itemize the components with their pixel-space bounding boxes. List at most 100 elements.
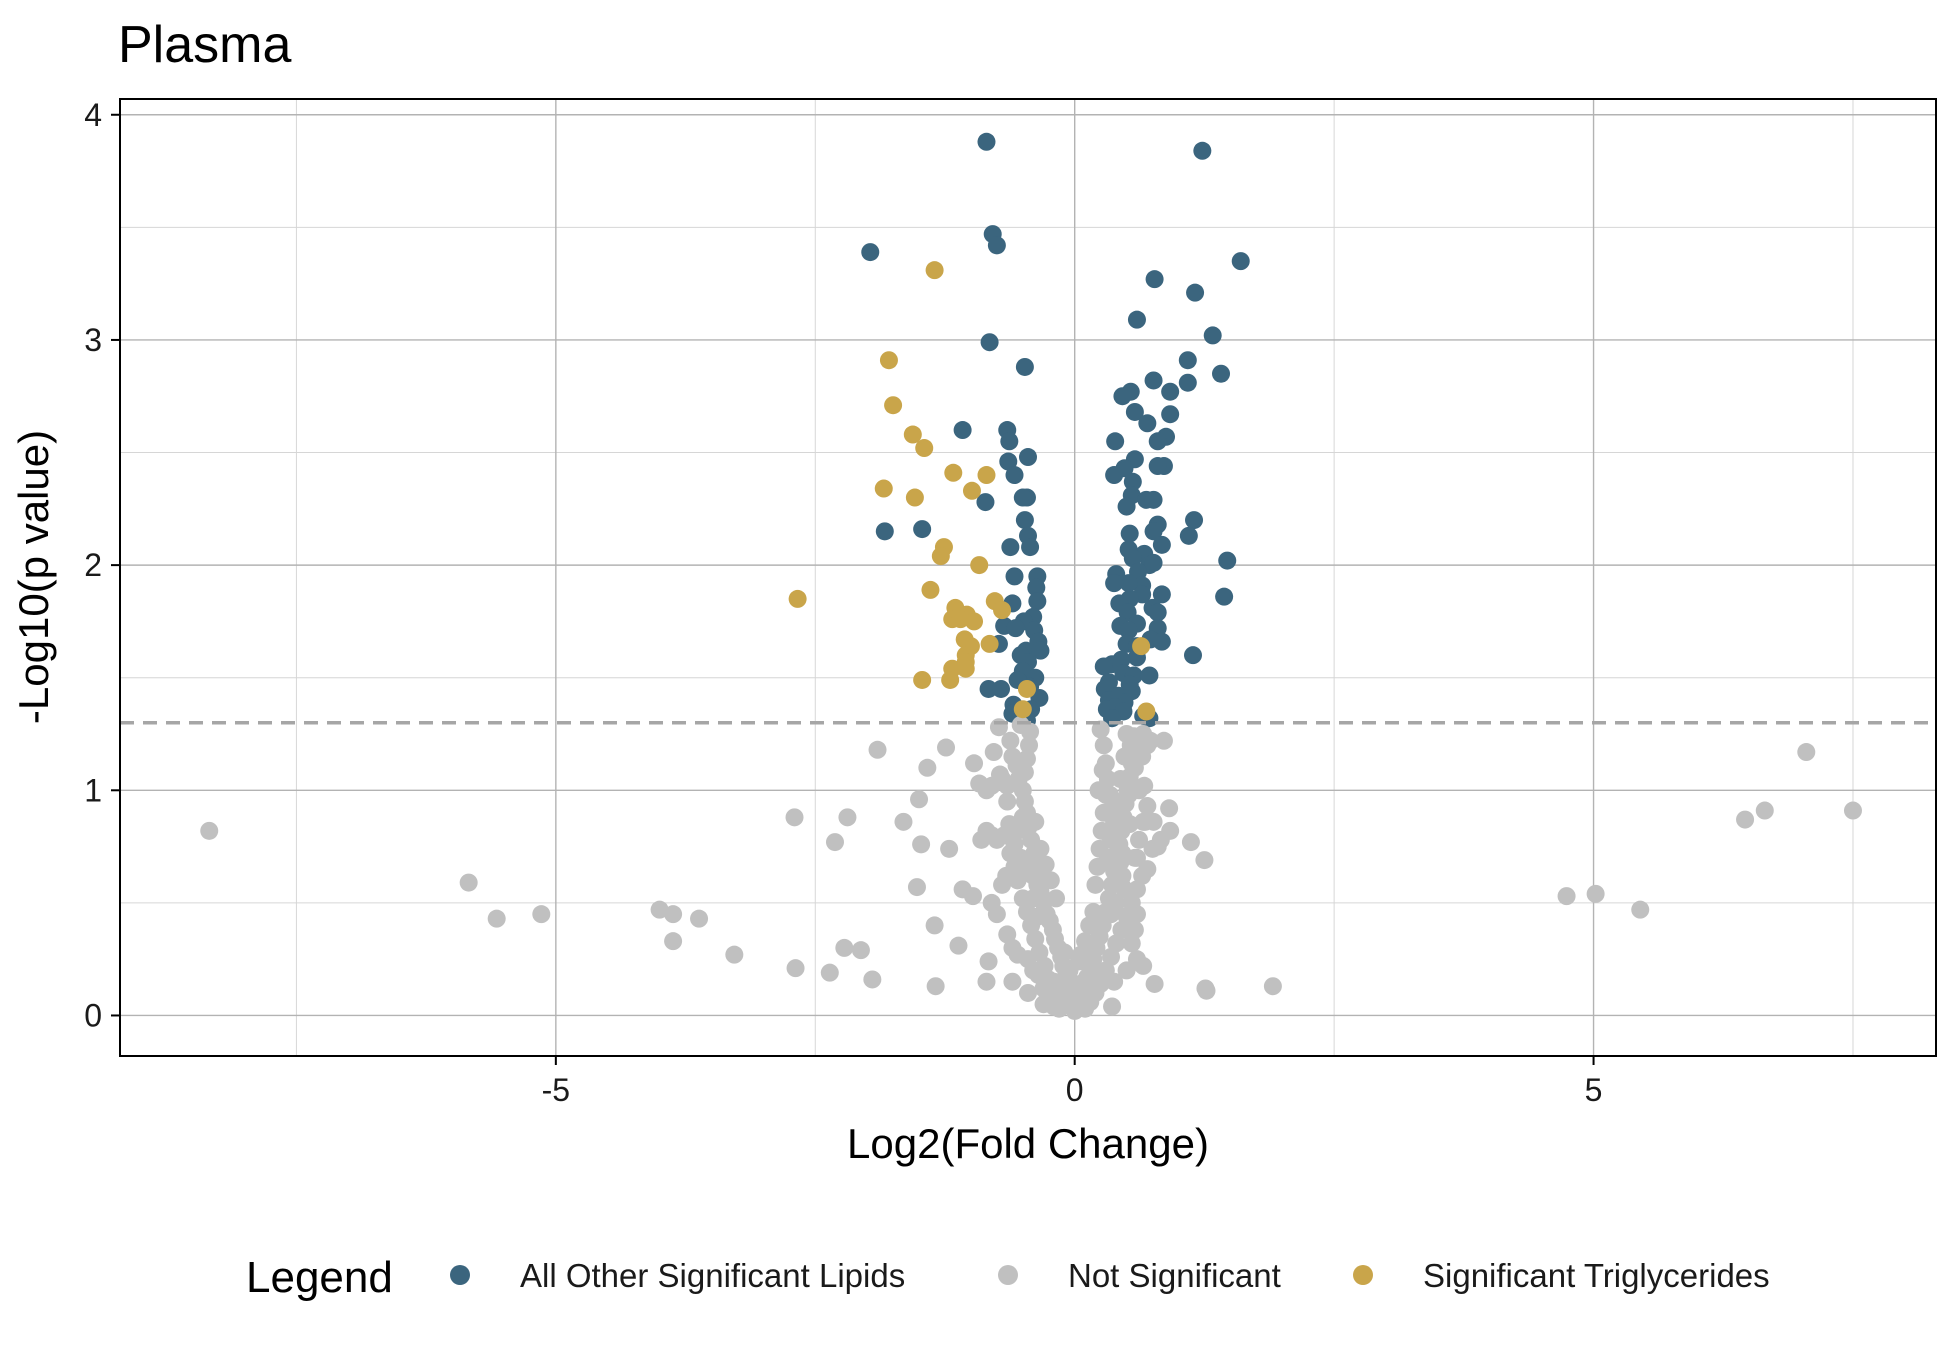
data-point <box>1755 801 1774 820</box>
data-point <box>1154 731 1173 750</box>
data-point <box>1160 799 1179 818</box>
data-point <box>1073 990 1092 1009</box>
data-point <box>1111 770 1130 789</box>
data-point <box>998 925 1017 944</box>
data-point <box>1093 761 1112 780</box>
data-point <box>1094 657 1113 676</box>
data-point <box>993 601 1012 620</box>
data-point <box>1105 574 1124 593</box>
data-point <box>979 679 998 698</box>
data-point <box>1203 326 1222 345</box>
data-point <box>1094 803 1113 822</box>
data-point <box>1127 905 1146 924</box>
data-point <box>868 740 887 759</box>
data-point <box>1119 621 1138 640</box>
data-point <box>1105 972 1124 991</box>
series-0 <box>861 132 1250 730</box>
data-point <box>931 547 950 566</box>
data-point <box>851 941 870 960</box>
data-point <box>1215 587 1234 606</box>
data-point <box>1144 553 1163 572</box>
data-point <box>200 821 219 840</box>
x-tick-label: 0 <box>1066 1072 1084 1108</box>
legend-label: Not Significant <box>1068 1257 1281 1294</box>
data-point <box>1193 141 1212 160</box>
data-point <box>1185 511 1204 530</box>
data-point <box>1084 902 1103 921</box>
data-point <box>977 466 996 485</box>
data-point <box>1011 715 1030 734</box>
data-point <box>1029 965 1048 984</box>
data-point <box>1797 743 1816 762</box>
data-point <box>913 670 932 689</box>
data-point <box>977 781 996 800</box>
chart-title: Plasma <box>118 16 291 74</box>
data-point <box>982 893 1001 912</box>
y-tick-label: 3 <box>84 322 102 358</box>
data-point <box>907 878 926 897</box>
y-axis-title: -Log10(p value) <box>10 430 57 724</box>
data-point <box>1000 432 1019 451</box>
y-tick-label: 4 <box>84 97 102 133</box>
data-point <box>1034 995 1053 1014</box>
data-point <box>1078 938 1097 957</box>
data-point <box>990 765 1009 784</box>
data-point <box>1069 952 1088 971</box>
axis-ticks: -5 0 5 0 1 2 3 4 <box>84 97 1602 1108</box>
data-point <box>1631 900 1650 919</box>
x-tick-label: 5 <box>1585 1072 1603 1108</box>
data-point <box>1152 535 1171 554</box>
data-point <box>1161 382 1180 401</box>
data-point <box>1089 781 1108 800</box>
data-point <box>1013 488 1032 507</box>
data-point <box>993 875 1012 894</box>
data-point <box>1107 893 1126 912</box>
data-point <box>1144 371 1163 390</box>
data-point <box>863 970 882 989</box>
data-point <box>1144 490 1163 509</box>
y-tick-label: 1 <box>84 772 102 808</box>
data-point <box>1105 466 1124 485</box>
data-point <box>940 839 959 858</box>
data-point <box>1019 983 1037 1002</box>
data-point <box>965 754 984 773</box>
data-point <box>970 556 989 575</box>
legend-label: All Other Significant Lipids <box>520 1257 905 1294</box>
data-point <box>1179 526 1198 545</box>
data-point <box>1148 457 1167 476</box>
data-point <box>1031 839 1050 858</box>
data-point <box>1007 756 1026 775</box>
data-point <box>1103 997 1122 1016</box>
data-point <box>1143 839 1162 858</box>
data-point <box>979 952 998 971</box>
data-point <box>998 792 1017 811</box>
data-point <box>1113 387 1132 406</box>
data-point <box>1138 797 1157 816</box>
data-point <box>1127 880 1146 899</box>
data-point <box>838 808 857 827</box>
data-point <box>1013 808 1032 827</box>
data-point <box>825 833 844 852</box>
legend: Legend All Other Significant Lipids Not S… <box>246 1253 1770 1302</box>
data-point <box>820 963 839 982</box>
data-point <box>1006 619 1025 638</box>
data-point <box>1115 747 1134 766</box>
data-point <box>1186 283 1205 302</box>
data-point <box>884 396 903 415</box>
data-point <box>1112 920 1131 939</box>
data-points <box>200 132 1862 1020</box>
data-point <box>1140 666 1159 685</box>
data-point <box>1107 934 1126 953</box>
legend-key <box>1353 1265 1373 1285</box>
data-point <box>1055 979 1074 998</box>
data-point <box>1008 821 1027 840</box>
data-point <box>977 972 996 991</box>
data-point <box>1028 592 1047 611</box>
data-point <box>1015 357 1034 376</box>
data-point <box>1021 538 1040 557</box>
data-point <box>1144 812 1163 831</box>
data-point <box>1031 641 1050 660</box>
data-point <box>1003 972 1022 991</box>
data-point <box>1123 549 1142 568</box>
data-point <box>1263 977 1282 996</box>
